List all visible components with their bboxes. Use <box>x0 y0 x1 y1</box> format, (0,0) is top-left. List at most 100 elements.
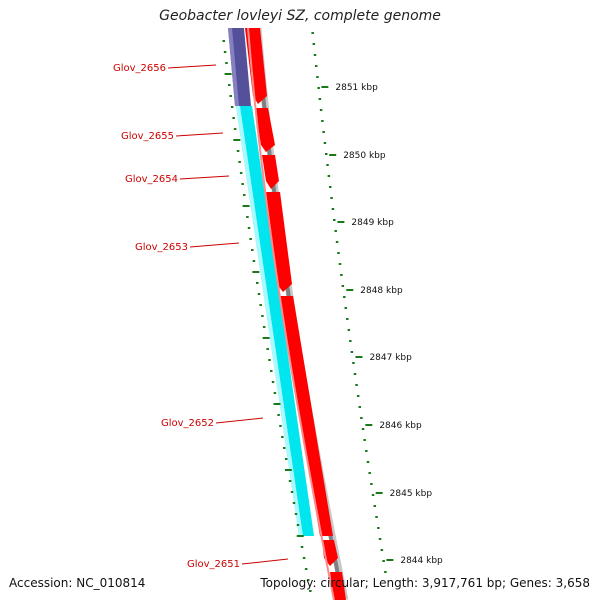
left-tick <box>252 260 256 262</box>
scale-tick-minor <box>322 131 325 133</box>
scale-tick-minor <box>313 54 317 56</box>
scale-tick-minor <box>344 307 348 309</box>
scale-tick-minor <box>346 318 349 320</box>
left-tick <box>247 227 251 229</box>
left-tick <box>233 128 237 130</box>
left-tick <box>239 172 243 174</box>
gene-label-leader <box>241 558 289 565</box>
scale-label: 2846 kbp <box>379 421 422 431</box>
scale-label: 2849 kbp <box>351 218 394 228</box>
scale-tick-minor <box>363 439 366 441</box>
scale-tick-minor <box>384 571 387 573</box>
gene-label-glov-2655[interactable]: Glov_2655 <box>121 131 174 142</box>
gene-labels: Glov_2656 Glov_2655 Glov_2654 Glov_2653 Glov… <box>113 63 289 570</box>
scale-tick-minor <box>318 98 322 100</box>
scale-tick-major <box>321 86 329 88</box>
left-tick <box>290 491 294 493</box>
scale-tick-minor <box>360 417 363 419</box>
scale-tick-minor <box>326 164 329 166</box>
left-tick <box>273 403 281 405</box>
scale-tick-major <box>386 559 394 561</box>
left-tick <box>271 381 275 383</box>
gene-label-leader <box>167 64 217 69</box>
left-tick <box>236 150 240 152</box>
accession-text: Accession: NC_010814 <box>9 576 146 590</box>
gene-label-leader <box>175 132 224 137</box>
scale-tick-minor <box>368 472 371 474</box>
cds-reverse-top-highlight <box>228 28 239 106</box>
gene-label-glov-2654[interactable]: Glov_2654 <box>125 174 178 185</box>
scale-tick-minor <box>337 252 340 254</box>
scale-tick-minor <box>382 560 385 562</box>
scale-tick-major <box>355 356 363 358</box>
scale-tick-minor <box>365 450 368 452</box>
gene-label-glov-2651[interactable]: Glov_2651 <box>187 559 240 570</box>
scale-label: 2848 kbp <box>360 286 403 296</box>
scale-tick-minor <box>380 549 384 551</box>
scale-tick-minor <box>352 362 355 364</box>
left-tick <box>233 139 241 141</box>
gene-label-glov-2653[interactable]: Glov_2653 <box>135 242 188 253</box>
gene-label-leader <box>189 242 240 248</box>
left-tick <box>224 73 232 75</box>
genome-summary-text: Topology: circular; Length: 3,917,761 bp… <box>260 576 590 590</box>
left-tick <box>279 425 282 427</box>
gene-label-glov-2656[interactable]: Glov_2656 <box>113 63 166 74</box>
scale-tick-minor <box>327 175 331 177</box>
left-tick <box>309 590 312 592</box>
left-tick <box>277 414 280 416</box>
left-tick <box>252 271 260 273</box>
left-tick <box>238 161 241 163</box>
left-tick <box>296 535 304 537</box>
left-tick <box>294 513 298 515</box>
left-tick <box>284 458 288 460</box>
scale-tick-minor <box>349 340 352 342</box>
left-tick <box>262 337 270 339</box>
scale-tick-major <box>346 289 354 291</box>
scale-tick-minor <box>323 142 327 144</box>
cds-cyan-long-highlight <box>236 106 303 536</box>
left-tick <box>225 62 228 64</box>
left-tick <box>302 557 306 559</box>
scale-tick-minor <box>324 153 328 155</box>
scale-tick-minor <box>334 230 337 232</box>
red-gene-highlight <box>247 27 335 600</box>
scale-tick-major <box>375 492 383 494</box>
scale-tick-minor <box>377 527 380 529</box>
scale-tick-major <box>329 154 337 156</box>
scale-tick-minor <box>335 241 339 243</box>
gene-glov-2655-arrow <box>255 108 275 152</box>
left-tick <box>266 348 269 350</box>
scale-tick-minor <box>355 384 358 386</box>
scale-tick-minor <box>347 329 351 331</box>
scale-tick-minor <box>311 32 314 34</box>
scale-tick-minor <box>375 516 378 518</box>
scale-label: 2845 kbp <box>390 489 433 499</box>
scale-label: 2844 kbp <box>400 556 443 566</box>
scale-tick-track <box>311 32 387 573</box>
scale-tick-minor <box>317 87 320 89</box>
left-tick <box>229 95 232 97</box>
left-tick <box>222 40 225 42</box>
gene-glov-2652-arrow <box>279 296 333 536</box>
gene-label-leader <box>215 417 264 424</box>
left-tick <box>241 183 244 185</box>
scale-tick-minor <box>373 505 377 507</box>
scale-tick-minor <box>356 395 360 397</box>
scale-tick-minor <box>338 263 342 265</box>
left-tick-track <box>222 40 312 592</box>
left-tick <box>262 326 266 328</box>
scale-tick-minor <box>321 120 324 122</box>
left-tick <box>259 304 262 306</box>
left-tick <box>257 293 261 295</box>
gene-label-glov-2652[interactable]: Glov_2652 <box>161 418 214 429</box>
scale-label: 2847 kbp <box>369 353 412 363</box>
left-tick <box>242 205 250 207</box>
scale-tick-minor <box>330 197 333 199</box>
gene-label-leader <box>179 175 230 180</box>
left-tick <box>292 502 296 504</box>
left-tick <box>261 315 264 317</box>
scale-tick-minor <box>361 428 365 430</box>
scale-tick-minor <box>358 406 362 408</box>
